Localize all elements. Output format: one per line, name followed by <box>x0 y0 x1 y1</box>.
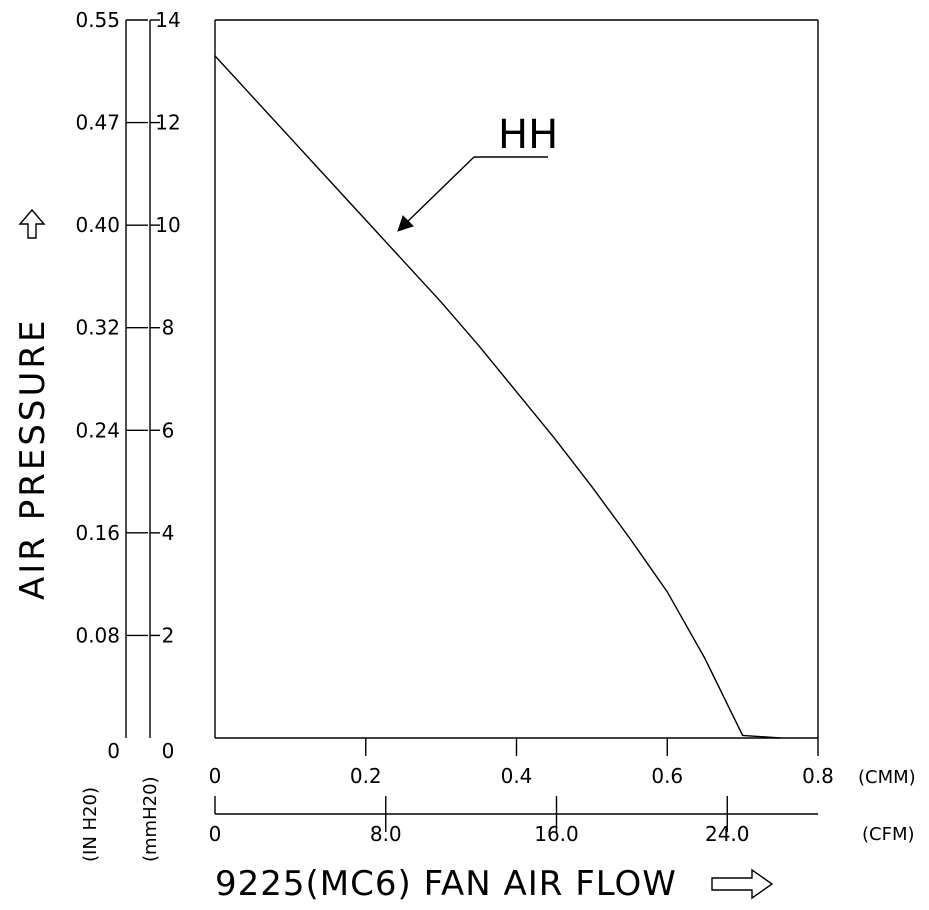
x-unit-cfm: (CFM) <box>862 824 915 845</box>
x-tick-label-cmm: 0.4 <box>501 764 533 788</box>
y-tick-label-mmh2o: 10 <box>155 213 180 237</box>
y-tick-label-mmh2o: 14 <box>155 8 180 32</box>
series-label-hh: HH <box>498 112 558 158</box>
y-tick-label-mmh2o: 12 <box>155 111 180 135</box>
y-tick-label-inh2o: 0.40 <box>75 213 120 237</box>
x-tick-label-cmm: 0 <box>209 764 222 788</box>
series-layer: HH <box>214 55 781 739</box>
x-tick-label-cmm: 0.2 <box>350 764 382 788</box>
leader-line <box>403 156 475 226</box>
x-axis-arrow-icon <box>711 868 774 900</box>
y-tick-label-inh2o: 0.08 <box>75 623 120 647</box>
y-axes: 0 0 0.08 2 0.16 4 0.24 6 0.32 8 0.40 10 0.47 12 0.55 14 <box>75 8 180 763</box>
y-tick-label-mmh2o: 8 <box>162 316 175 340</box>
y-tick-label-inh2o: 0.47 <box>75 111 120 135</box>
series-line-hh <box>214 55 781 739</box>
x-tick-label-cfm: 8.0 <box>370 822 402 846</box>
x-tick-label-cmm: 0.6 <box>651 764 683 788</box>
x-tick-label-cfm: 0 <box>209 822 222 846</box>
x-axes: 0 0.2 0.4 0.6 0.8 0 8.0 16.0 24.0 <box>209 737 834 846</box>
x-tick-label-cfm: 24.0 <box>705 822 750 846</box>
leader-arrowhead-icon <box>397 215 414 232</box>
y-unit-inh2o: (IN H20) <box>80 787 101 862</box>
y-tick-label-mmh2o: 6 <box>162 418 175 442</box>
x-tick-label-cfm: 16.0 <box>534 822 579 846</box>
y-tick-label-inh2o: 0.16 <box>75 521 120 545</box>
plot-frame <box>214 19 819 738</box>
y-unit-mmh2o: (mmH20) <box>140 776 161 862</box>
x-unit-cmm: (CMM) <box>858 767 916 788</box>
x-axis-title: 9225(MC6) FAN AIR FLOW <box>215 864 677 904</box>
y-tick-label-inh2o: 0.55 <box>75 8 120 32</box>
y-tick-label-mmh2o: 2 <box>162 623 175 647</box>
y-tick-label-inh2o: 0.32 <box>75 316 120 340</box>
x-tick-label-cmm: 0.8 <box>802 764 834 788</box>
y-tick-label-mmh2o: 4 <box>162 521 175 545</box>
y-tick-label-inh2o: 0 <box>107 739 120 763</box>
y-tick-label-inh2o: 0.24 <box>75 418 120 442</box>
y-tick-label-mmh2o: 0 <box>162 739 175 763</box>
y-axis-arrow-icon <box>18 208 46 239</box>
y-axis-title: AIR PRESSURE <box>13 318 53 600</box>
